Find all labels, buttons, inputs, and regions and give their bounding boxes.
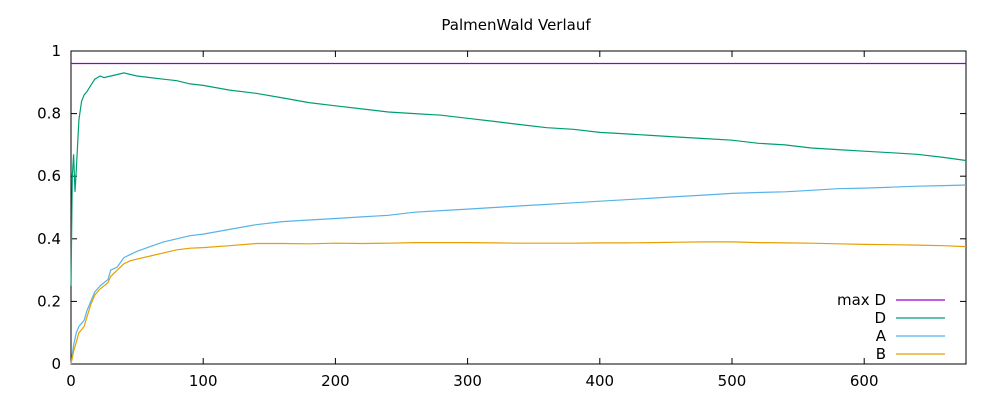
x-tick-label: 300 xyxy=(453,372,482,390)
y-tick-label: 0.2 xyxy=(37,292,61,310)
legend-label-d: D xyxy=(874,309,886,327)
series-group xyxy=(70,62,967,365)
x-tick-label: 400 xyxy=(585,372,614,390)
x-tick-label: 0 xyxy=(66,372,76,390)
x-tick-label: 200 xyxy=(321,372,350,390)
legend-label-max-d: max D xyxy=(837,291,886,309)
chart-title: PalmenWald Verlauf xyxy=(441,16,591,34)
series-line-a xyxy=(70,184,967,365)
y-axis: 0 0.2 0.4 0.6 0.8 1 xyxy=(37,42,966,373)
plot-border xyxy=(70,50,967,365)
y-tick-label: 1 xyxy=(51,42,61,60)
plot-frame xyxy=(70,50,967,365)
y-tick-label: 0.8 xyxy=(37,105,61,123)
x-axis: 0 100 200 300 400 500 600 xyxy=(66,51,879,390)
legend-label-a: A xyxy=(876,327,887,345)
x-tick-label: 500 xyxy=(718,372,747,390)
y-tick-label: 0.4 xyxy=(37,230,61,248)
series-line-b xyxy=(70,241,967,365)
legend-label-b: B xyxy=(876,345,886,363)
x-tick-label: 600 xyxy=(850,372,879,390)
series-line-d xyxy=(70,72,967,286)
y-tick-label: 0.6 xyxy=(37,167,61,185)
x-tick-label: 100 xyxy=(189,372,218,390)
y-tick-label: 0 xyxy=(51,355,61,373)
